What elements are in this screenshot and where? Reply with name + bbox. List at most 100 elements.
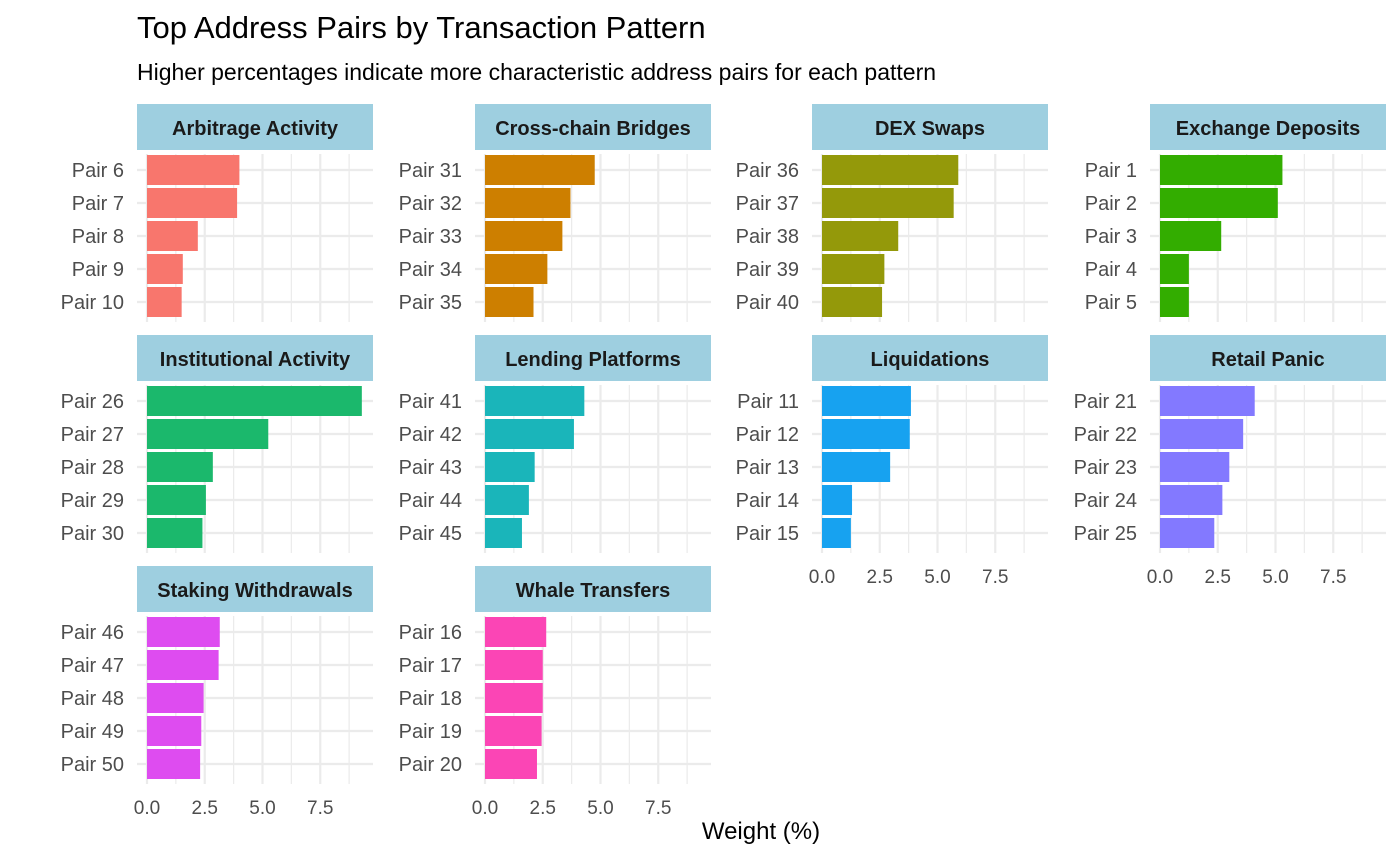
y-tick-pair-41: Pair 41 — [399, 391, 462, 413]
bar-pair-43 — [485, 452, 535, 482]
y-tick-pair-34: Pair 34 — [399, 259, 462, 281]
bar-pair-50 — [147, 749, 201, 779]
bar-pair-9 — [147, 254, 183, 284]
x-tick-retail-panic: 7.5 — [1320, 567, 1346, 588]
bar-pair-45 — [485, 518, 522, 548]
y-tick-pair-48: Pair 48 — [61, 688, 124, 710]
bar-pair-38 — [822, 221, 899, 251]
y-tick-pair-24: Pair 24 — [1074, 490, 1137, 512]
bar-pair-34 — [485, 254, 548, 284]
x-tick-staking-withdrawals: 7.5 — [307, 798, 333, 819]
bar-pair-23 — [1160, 452, 1230, 482]
y-tick-pair-44: Pair 44 — [399, 490, 462, 512]
facet-strip-lending-platforms — [475, 335, 711, 381]
bar-pair-11 — [822, 386, 911, 416]
y-tick-pair-49: Pair 49 — [61, 721, 124, 743]
y-tick-pair-18: Pair 18 — [399, 688, 462, 710]
bar-pair-40 — [822, 287, 883, 317]
y-tick-pair-30: Pair 30 — [61, 523, 124, 545]
facet-title-staking-withdrawals: Staking Withdrawals — [157, 580, 352, 602]
x-tick-liquidations: 5.0 — [924, 567, 950, 588]
y-tick-pair-11: Pair 11 — [737, 391, 799, 413]
y-tick-pair-15: Pair 15 — [736, 523, 799, 545]
bar-pair-42 — [485, 419, 574, 449]
bar-pair-19 — [485, 716, 542, 746]
facet-strip-dex-swaps — [812, 104, 1048, 150]
y-tick-pair-13: Pair 13 — [736, 457, 799, 479]
bar-pair-21 — [1160, 386, 1255, 416]
bar-pair-13 — [822, 452, 891, 482]
y-tick-pair-43: Pair 43 — [399, 457, 462, 479]
y-tick-pair-4: Pair 4 — [1085, 259, 1137, 281]
y-tick-pair-2: Pair 2 — [1085, 193, 1137, 215]
bar-pair-35 — [485, 287, 534, 317]
bar-pair-33 — [485, 221, 563, 251]
bar-pair-48 — [147, 683, 204, 713]
facet-strip-liquidations — [812, 335, 1048, 381]
y-tick-pair-40: Pair 40 — [736, 292, 799, 314]
facet-title-cross-chain-bridges: Cross-chain Bridges — [495, 118, 691, 140]
bar-pair-27 — [147, 419, 269, 449]
y-tick-pair-27: Pair 27 — [61, 424, 124, 446]
bar-pair-31 — [485, 155, 595, 185]
y-tick-pair-14: Pair 14 — [736, 490, 799, 512]
bar-pair-2 — [1160, 188, 1278, 218]
y-tick-pair-23: Pair 23 — [1074, 457, 1137, 479]
facet-title-exchange-deposits: Exchange Deposits — [1176, 118, 1361, 140]
x-axis-label: Weight (%) — [701, 818, 821, 845]
facet-strip-staking-withdrawals — [137, 566, 373, 612]
bar-pair-37 — [822, 188, 954, 218]
bar-pair-26 — [147, 386, 362, 416]
x-tick-whale-transfers: 5.0 — [587, 798, 613, 819]
facet-strip-institutional-activity — [137, 335, 373, 381]
x-tick-whale-transfers: 0.0 — [472, 798, 498, 819]
x-tick-retail-panic: 5.0 — [1262, 567, 1288, 588]
bar-pair-44 — [485, 485, 529, 515]
bar-pair-29 — [147, 485, 206, 515]
y-tick-pair-37: Pair 37 — [736, 193, 799, 215]
y-tick-pair-5: Pair 5 — [1085, 292, 1137, 314]
y-tick-pair-31: Pair 31 — [399, 160, 462, 182]
x-tick-liquidations: 7.5 — [982, 567, 1008, 588]
y-tick-pair-50: Pair 50 — [61, 754, 124, 776]
y-tick-pair-45: Pair 45 — [399, 523, 462, 545]
chart-subtitle: Higher percentages indicate more charact… — [137, 59, 937, 85]
facet-title-whale-transfers: Whale Transfers — [516, 580, 671, 602]
y-tick-pair-39: Pair 39 — [736, 259, 799, 281]
bar-pair-4 — [1160, 254, 1189, 284]
bar-pair-6 — [147, 155, 240, 185]
y-tick-pair-19: Pair 19 — [399, 721, 462, 743]
bar-pair-20 — [485, 749, 537, 779]
facet-strip-arbitrage-activity — [137, 104, 373, 150]
y-tick-pair-17: Pair 17 — [399, 655, 462, 677]
bar-pair-41 — [485, 386, 585, 416]
y-tick-pair-9: Pair 9 — [72, 259, 124, 281]
bar-pair-47 — [147, 650, 219, 680]
y-tick-pair-29: Pair 29 — [61, 490, 124, 512]
y-tick-pair-21: Pair 21 — [1074, 391, 1137, 413]
chart-title: Top Address Pairs by Transaction Pattern — [137, 10, 706, 45]
y-tick-pair-3: Pair 3 — [1085, 226, 1137, 248]
y-tick-pair-16: Pair 16 — [399, 622, 462, 644]
bar-pair-1 — [1160, 155, 1283, 185]
y-tick-pair-33: Pair 33 — [399, 226, 462, 248]
bar-pair-46 — [147, 617, 220, 647]
y-tick-pair-6: Pair 6 — [72, 160, 124, 182]
bar-pair-8 — [147, 221, 198, 251]
bar-pair-16 — [485, 617, 547, 647]
x-tick-staking-withdrawals: 5.0 — [249, 798, 275, 819]
facet-strip-cross-chain-bridges — [475, 104, 711, 150]
y-tick-pair-25: Pair 25 — [1074, 523, 1137, 545]
y-tick-pair-20: Pair 20 — [399, 754, 462, 776]
bar-pair-36 — [822, 155, 959, 185]
bar-pair-22 — [1160, 419, 1244, 449]
x-tick-whale-transfers: 7.5 — [645, 798, 671, 819]
bar-pair-5 — [1160, 287, 1189, 317]
y-tick-pair-7: Pair 7 — [72, 193, 124, 215]
facet-title-lending-platforms: Lending Platforms — [505, 349, 681, 371]
y-tick-pair-42: Pair 42 — [399, 424, 462, 446]
bar-pair-10 — [147, 287, 182, 317]
x-tick-retail-panic: 2.5 — [1205, 567, 1231, 588]
bar-pair-30 — [147, 518, 203, 548]
